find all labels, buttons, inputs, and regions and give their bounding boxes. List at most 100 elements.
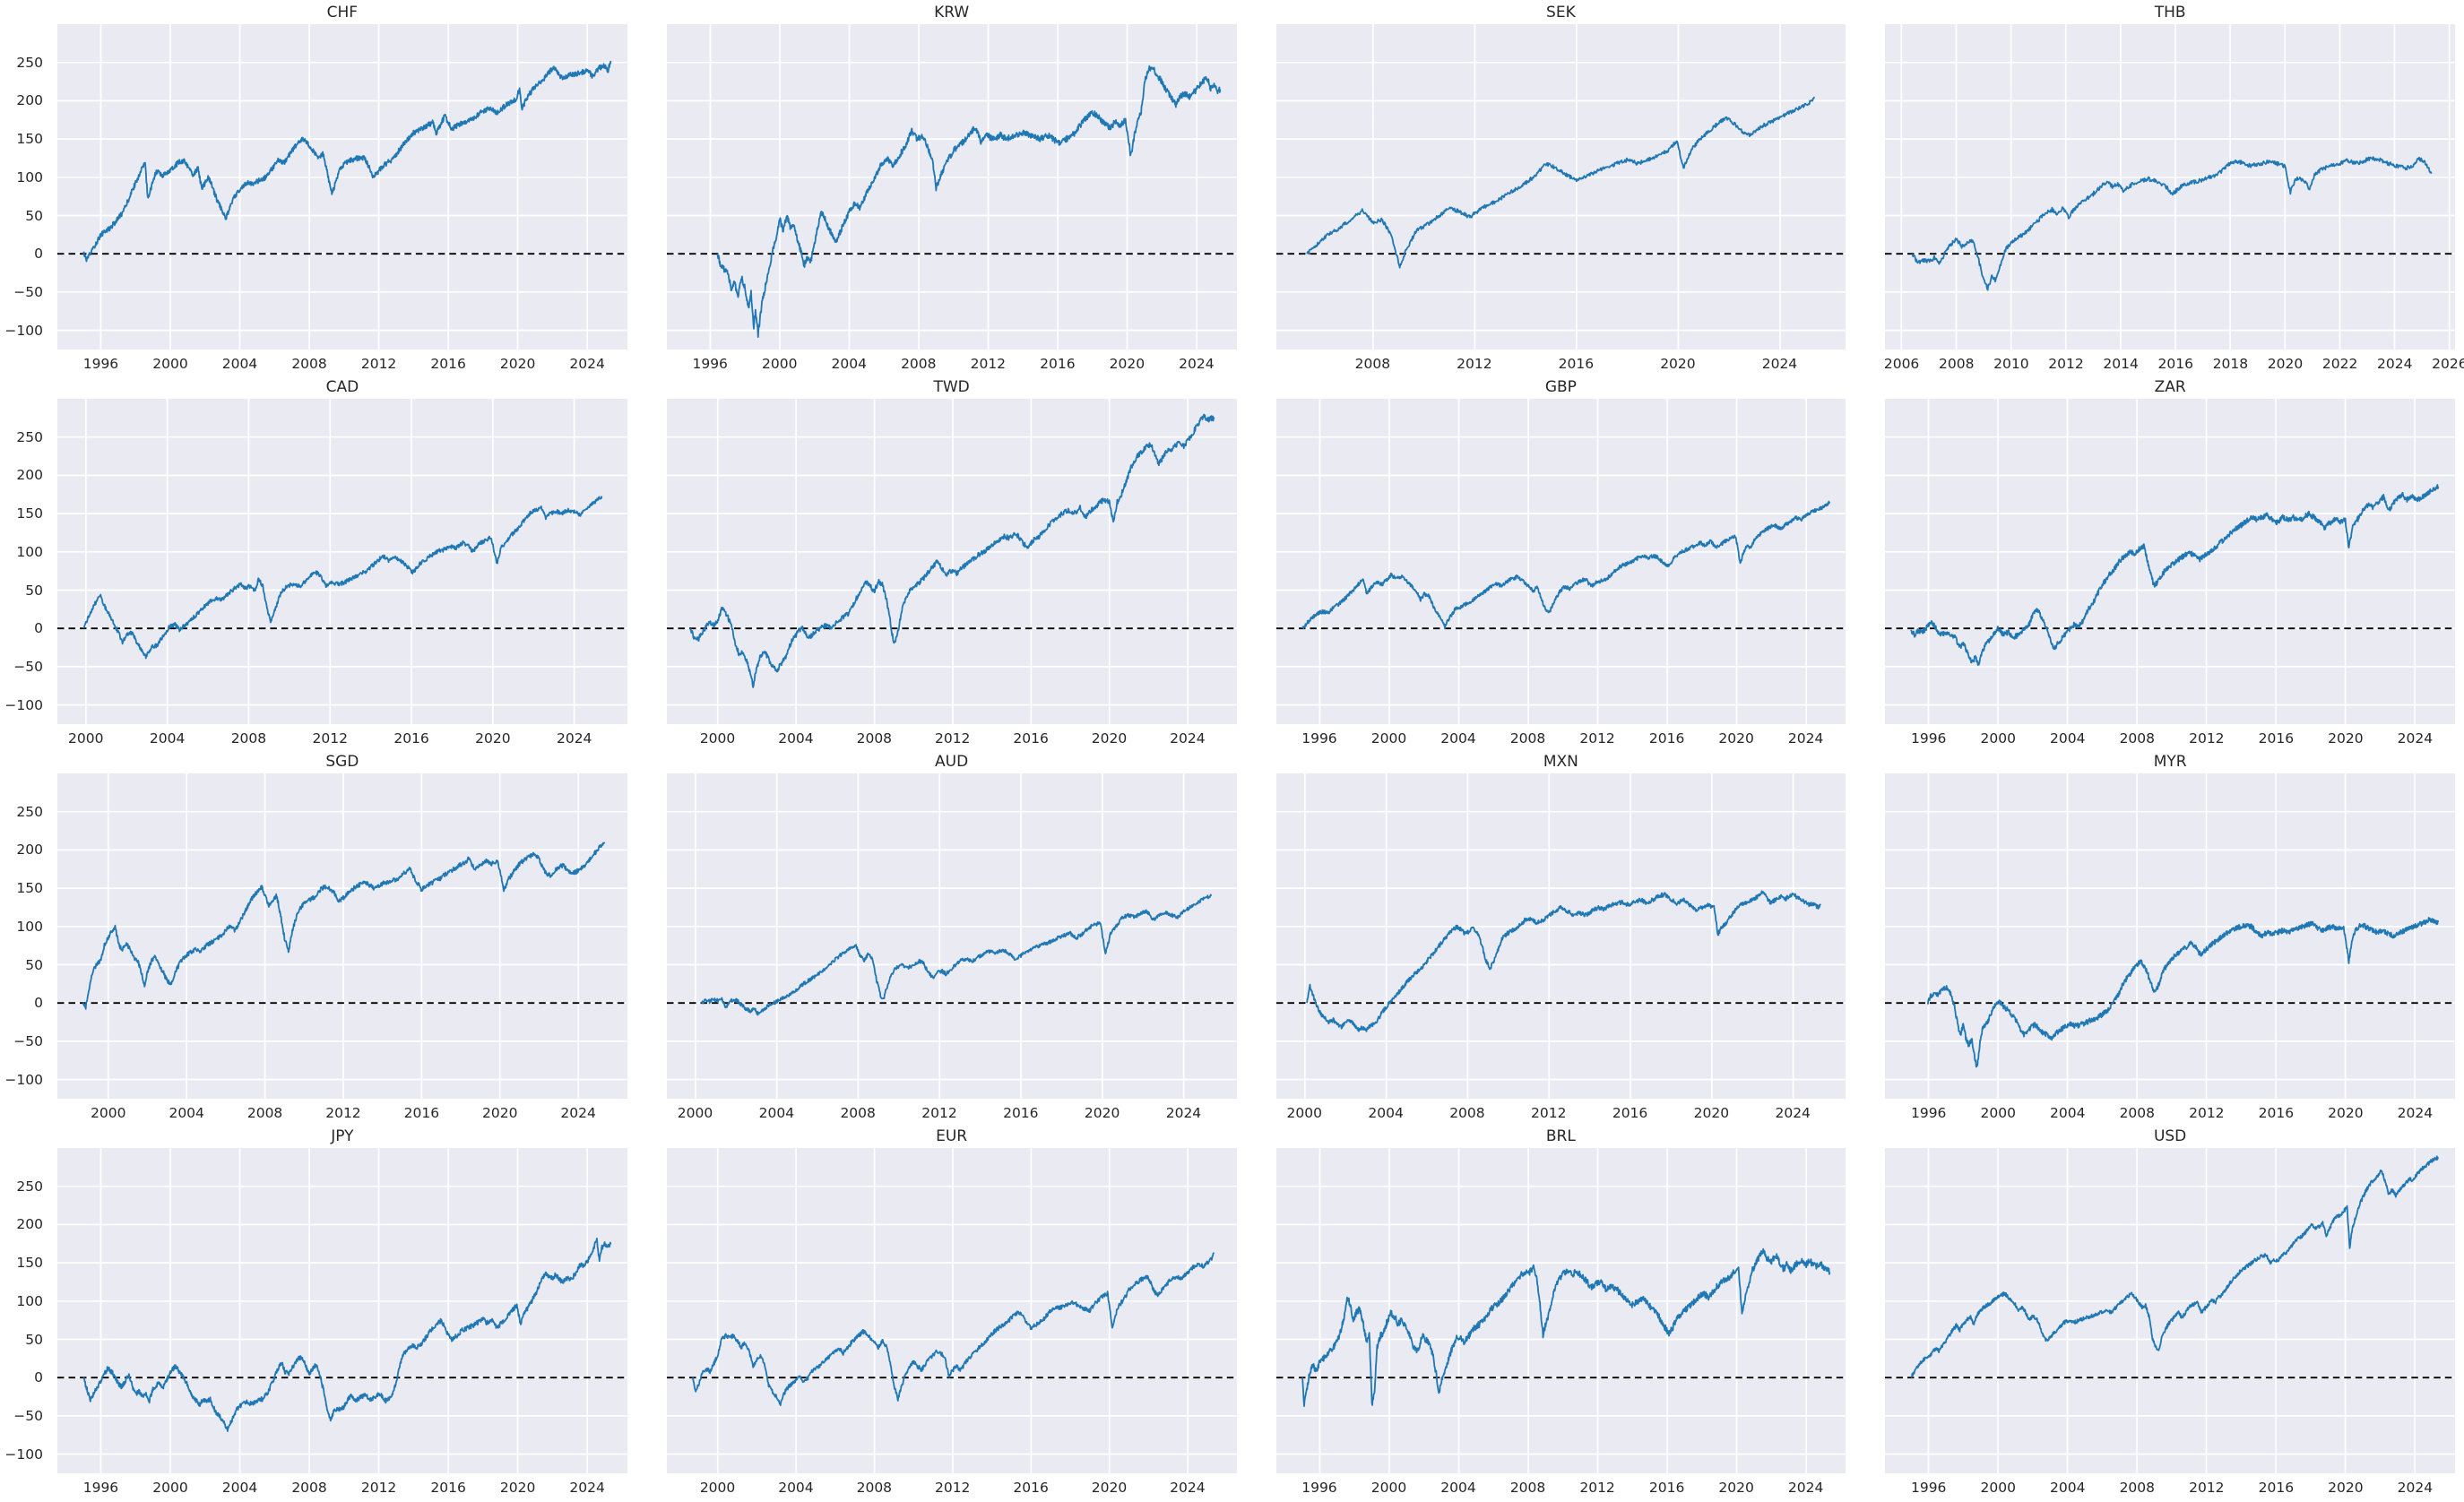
x-tick-label: 1996	[692, 356, 728, 372]
line-chart-svg	[1275, 24, 1846, 350]
x-tick-label: 2004	[221, 1480, 258, 1496]
x-axis-labels: 2000 2004 2008 2012 2016 2020 2024	[57, 724, 627, 751]
x-tick-label: 2012	[312, 730, 348, 747]
x-axis-labels: 1996 2000 2004 2008 2012 2016 2020 2024	[1276, 1473, 1846, 1500]
y-tick-label: 100	[16, 543, 43, 560]
line-chart-svg	[1885, 773, 2455, 1099]
chart-title: ZAR	[2154, 378, 2186, 396]
x-tick-label: 2012	[934, 730, 971, 747]
x-tick-label: 2024	[2397, 1105, 2434, 1121]
x-tick-label: 2020	[1693, 1105, 1730, 1121]
x-tick-label: 2016	[2258, 1480, 2295, 1496]
line-chart-svg	[666, 773, 1237, 1099]
chart-title: EUR	[936, 1127, 968, 1145]
y-tick-label: 0	[34, 1369, 43, 1386]
x-tick-label: 2018	[2212, 356, 2249, 372]
x-tick-label: 2004	[1440, 730, 1476, 747]
line-chart-svg	[1275, 399, 1846, 724]
x-tick-label: 2016	[1648, 730, 1685, 747]
x-tick-label: 2000	[1370, 1480, 1407, 1496]
chart-title: MYR	[2153, 753, 2187, 771]
x-tick-label: 2012	[2189, 1480, 2225, 1496]
x-tick-label: 2024	[1775, 1105, 1811, 1121]
x-tick-label: 2008	[2119, 1480, 2156, 1496]
line-chart-svg	[1885, 1148, 2455, 1473]
x-tick-label: 2020	[475, 730, 511, 747]
y-tick-label: 250	[16, 803, 43, 820]
x-tick-label: 2012	[2048, 356, 2084, 372]
x-tick-label: 2024	[560, 1105, 596, 1121]
chart-title: GBP	[1544, 378, 1577, 396]
plot-area	[666, 1148, 1237, 1473]
x-tick-label: 2016	[430, 356, 466, 372]
chart-title: MXN	[1543, 753, 1578, 771]
x-tick-label: 2008	[1938, 356, 1975, 372]
line-chart-svg	[1275, 773, 1846, 1099]
x-tick-label: 2024	[1761, 356, 1798, 372]
plot-area: 250 200 150 100 50 0 −50 −100	[4, 773, 627, 1099]
plot-area	[1885, 1148, 2455, 1473]
x-tick-label: 2004	[221, 356, 258, 372]
x-tick-label: 2016	[1648, 1480, 1685, 1496]
x-tick-label: 2020	[1091, 1480, 1128, 1496]
y-tick-label: 250	[16, 54, 43, 71]
x-tick-label: 2008	[1354, 356, 1391, 372]
chart-panel: CHF 250 200 150 100 50 0 −50 −100 1996 2000 2004 2…	[4, 2, 627, 376]
x-tick-label: 2016	[1040, 356, 1076, 372]
x-tick-label: 2004	[758, 1105, 795, 1121]
chart-panel: JPY 250 200 150 100 50 0 −50 −100 1996 2000 2004 2…	[4, 1126, 627, 1500]
chart-panel: USD 1996 2000 2004 2008 2012 2016 2020 2024	[1885, 1126, 2455, 1500]
y-tick-label: 200	[16, 467, 43, 484]
x-axis-labels: 1996 2000 2004 2008 2012 2016 2020 2024	[1885, 724, 2455, 751]
x-tick-label: 2016	[1013, 1480, 1049, 1496]
x-tick-label: 2016	[393, 730, 429, 747]
chart-title: SEK	[1546, 4, 1576, 22]
x-tick-label: 2012	[325, 1105, 361, 1121]
chart-panel: GBP 1996 2000 2004 2008 2012 2016 2020 2024	[1275, 376, 1846, 751]
x-tick-label: 2000	[677, 1105, 713, 1121]
x-tick-label: 2016	[1013, 730, 1049, 747]
x-tick-label: 2008	[230, 730, 267, 747]
x-tick-label: 1996	[1910, 1105, 1947, 1121]
x-tick-label: 2004	[2050, 1480, 2086, 1496]
x-tick-label: 2000	[699, 730, 736, 747]
x-axis-labels: 2000 2004 2008 2012 2016 2020 2024	[57, 1099, 627, 1126]
x-tick-label: 2012	[1579, 730, 1615, 747]
x-tick-label: 2004	[778, 1480, 814, 1496]
y-tick-label: −50	[13, 658, 43, 675]
plot-area	[666, 399, 1237, 724]
line-chart-svg	[666, 399, 1237, 724]
x-tick-label: 2020	[1091, 730, 1128, 747]
y-tick-label: 0	[34, 620, 43, 637]
y-tick-label: −50	[13, 1032, 43, 1049]
y-tick-label: 50	[25, 1331, 43, 1348]
y-tick-label: −50	[13, 283, 43, 300]
y-tick-label: 0	[34, 995, 43, 1012]
y-axis-labels: 250 200 150 100 50 0 −50 −100	[4, 24, 48, 350]
y-tick-label: 250	[16, 428, 43, 445]
x-tick-label: 2026	[2432, 356, 2464, 372]
x-tick-label: 2008	[2119, 1105, 2156, 1121]
line-chart-svg	[1885, 399, 2455, 724]
chart-title: BRL	[1545, 1127, 1576, 1145]
x-tick-label: 2012	[360, 1480, 397, 1496]
x-tick-label: 1996	[82, 1480, 119, 1496]
line-chart-svg	[1885, 24, 2455, 350]
x-tick-label: 2004	[2050, 730, 2086, 747]
x-tick-label: 2020	[482, 1105, 518, 1121]
plot-area: 250 200 150 100 50 0 −50 −100	[4, 24, 627, 350]
x-tick-label: 2012	[934, 1480, 971, 1496]
chart-panel: MYR 1996 2000 2004 2008 2012 2016 2020 2024	[1885, 751, 2455, 1126]
line-chart-svg	[666, 24, 1237, 350]
x-tick-label: 2024	[1787, 730, 1824, 747]
x-tick-label: 2000	[68, 730, 104, 747]
x-tick-label: 1996	[1301, 1480, 1337, 1496]
x-tick-label: 2012	[970, 356, 1007, 372]
x-axis-labels: 2000 2004 2008 2012 2016 2020 2024	[1276, 1099, 1846, 1126]
y-tick-label: 200	[16, 92, 43, 109]
line-chart-svg	[1275, 1148, 1846, 1473]
chart-panel: KRW 1996 2000 2004 2008 2012 2016 2020 2024	[666, 2, 1237, 376]
x-tick-label: 2020	[499, 1480, 536, 1496]
x-tick-label: 2024	[1170, 730, 1206, 747]
chart-title: KRW	[934, 4, 970, 22]
